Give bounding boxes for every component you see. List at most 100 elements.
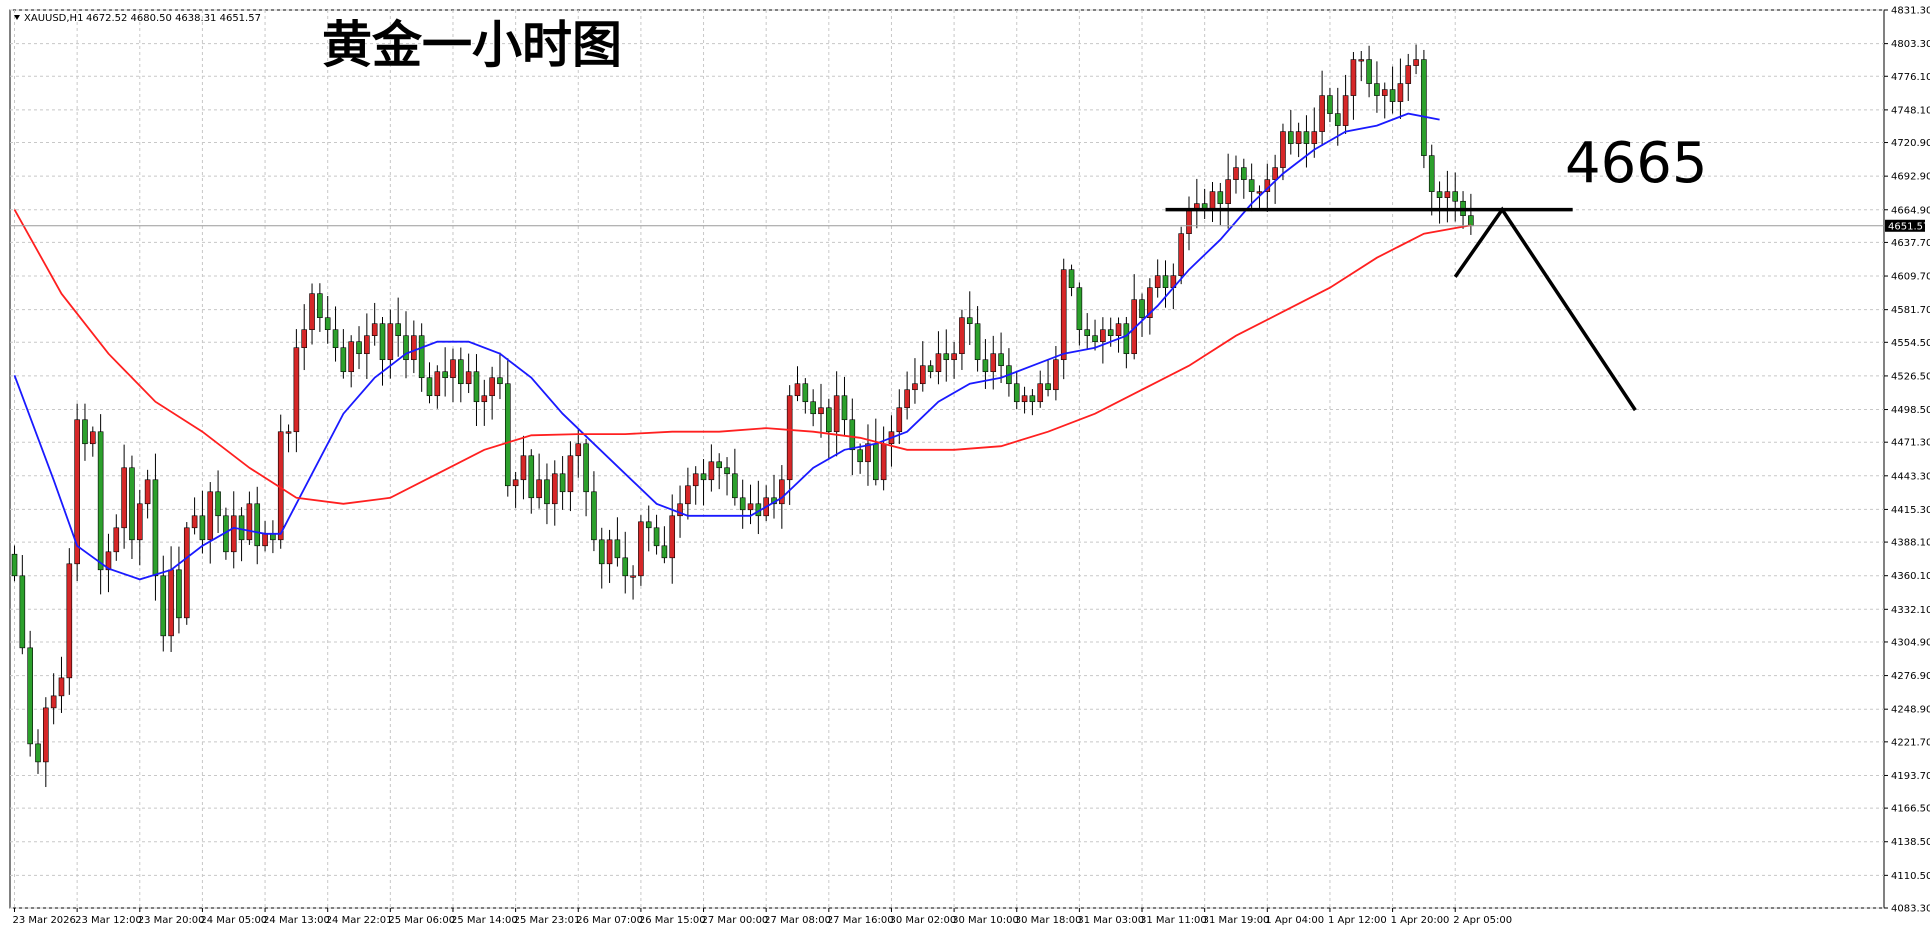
candle-body (802, 383, 809, 403)
candle-body (105, 551, 112, 571)
candle-body (1334, 113, 1341, 126)
candle-body (1217, 191, 1224, 204)
candle-body (1444, 191, 1451, 198)
candle-body (614, 539, 621, 559)
candle-body (1389, 89, 1396, 102)
candle-body (489, 377, 495, 397)
candle-body (841, 395, 848, 421)
candle-body (551, 473, 558, 505)
candle-body (810, 401, 816, 415)
candle-body (504, 383, 511, 487)
candle-body (473, 371, 480, 403)
candle-body (1319, 95, 1325, 132)
candle-body (332, 329, 339, 349)
candle-body (1123, 323, 1130, 355)
y-tick-label: 4388.10 (1891, 538, 1930, 549)
candle-body (512, 479, 519, 487)
candle-body (943, 353, 950, 361)
candle-body (348, 341, 354, 373)
candle-body (497, 377, 503, 385)
candle-body (606, 539, 613, 565)
candle-body (262, 533, 268, 547)
candle-body (1053, 359, 1059, 391)
x-tick-label: 30 Mar 18:00 (1015, 915, 1082, 926)
candle-body (113, 527, 120, 553)
x-tick-label: 23 Mar 20:00 (138, 915, 205, 926)
projection-path[interactable] (1453, 206, 1637, 412)
candle-body (677, 503, 683, 517)
candle-body (1013, 383, 1020, 403)
candle-body (387, 323, 394, 361)
candle-body (403, 335, 409, 361)
candle-body (872, 443, 879, 481)
moving-average-fast-line (13, 112, 1440, 581)
candle-body (998, 353, 1004, 367)
candle-body (66, 563, 73, 679)
candle-body (575, 443, 582, 457)
candle-body (183, 527, 190, 619)
x-tick-label: 1 Apr 20:00 (1391, 915, 1450, 926)
candle-body (50, 695, 57, 709)
candle-body (1342, 95, 1349, 126)
candle-body (1186, 209, 1192, 234)
candle-body (1060, 269, 1067, 361)
y-tick-label: 4803.30 (1891, 39, 1930, 50)
moving-average-slow-line (13, 209, 1472, 505)
candle-body (1139, 299, 1145, 318)
y-tick-label: 4276.90 (1891, 671, 1930, 682)
candle-body (1397, 83, 1404, 102)
x-tick-label: 30 Mar 02:00 (889, 915, 956, 926)
candle-body (700, 473, 707, 481)
candle-body (1421, 59, 1427, 156)
candle-body (1256, 191, 1263, 194)
candle-body (951, 353, 957, 361)
candle-body (896, 407, 903, 433)
last-price-label: 4651.57 (1888, 221, 1929, 232)
candle-body (622, 557, 629, 577)
collapse-triangle-icon[interactable] (14, 15, 20, 20)
candle-body (301, 329, 308, 349)
y-tick-label: 4776.10 (1891, 72, 1930, 83)
candle-body (309, 293, 315, 331)
candle-body (1272, 167, 1278, 180)
candle-body (833, 395, 840, 433)
x-tick-label: 25 Mar 06:00 (388, 915, 455, 926)
candle-body (826, 407, 832, 433)
candle-body (411, 335, 417, 361)
candle-body (865, 443, 871, 463)
chart-title: 黄金一小时图 (322, 16, 622, 74)
candle-body (747, 503, 754, 511)
candle-body (1303, 131, 1310, 144)
candle-body (818, 407, 824, 415)
candle-body (199, 515, 206, 541)
x-tick-label: 26 Mar 07:00 (576, 915, 643, 926)
candle-body (82, 419, 88, 445)
plot-area (9, 9, 1885, 909)
candle-body (1428, 155, 1435, 192)
candle-body (732, 473, 738, 499)
candle-body (97, 431, 104, 571)
x-tick-label: 30 Mar 10:00 (952, 915, 1019, 926)
x-tick-label: 23 Mar 2026 (13, 915, 76, 926)
x-tick-label: 23 Mar 12:00 (75, 915, 142, 926)
candle-body (90, 431, 96, 445)
y-tick-label: 4831.30 (1891, 6, 1930, 17)
candle-body (317, 293, 323, 318)
x-tick-label: 26 Mar 15:00 (639, 915, 706, 926)
candle-body (935, 353, 942, 373)
y-tick-label: 4664.90 (1891, 205, 1930, 216)
candle-body (685, 485, 691, 505)
y-tick-label: 4443.30 (1891, 471, 1930, 482)
candle-body (442, 371, 448, 379)
candle-body (285, 431, 292, 434)
candle-body (849, 419, 856, 451)
x-tick-label: 25 Mar 14:00 (451, 915, 518, 926)
candle-body (583, 443, 589, 493)
candle-body (136, 503, 143, 541)
candle-body (786, 395, 793, 481)
level-annotation-label: 4665 (1565, 131, 1708, 196)
candle-body (990, 353, 997, 373)
candle-body (207, 491, 214, 541)
candle-body (1100, 329, 1106, 343)
